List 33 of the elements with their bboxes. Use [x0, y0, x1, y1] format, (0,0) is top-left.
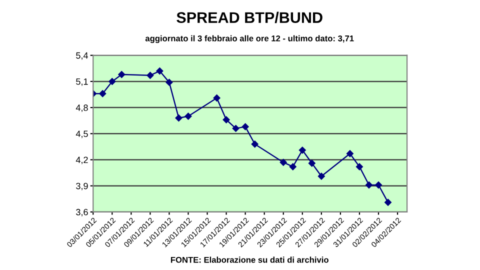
point — [356, 163, 363, 170]
point — [318, 172, 325, 180]
point — [146, 72, 154, 79]
y-tick-label: 4,2 — [76, 156, 88, 164]
chart-subtitle: aggiornato il 3 febbraio alle ore 12 - ultimo dato: 3,71 — [145, 35, 354, 44]
point — [222, 116, 230, 124]
point — [232, 124, 240, 132]
point — [175, 114, 182, 122]
point — [108, 78, 116, 85]
point — [251, 140, 258, 148]
point — [118, 71, 126, 78]
point — [213, 94, 220, 102]
point — [308, 160, 316, 167]
y-tick-label: 4,5 — [76, 130, 88, 138]
point — [99, 90, 106, 98]
point — [384, 198, 392, 206]
y-tick-label: 4,8 — [76, 104, 88, 112]
source-note: FONTE: Elaborazione su dati di archivio — [170, 256, 328, 263]
point — [280, 158, 287, 166]
point — [184, 112, 192, 120]
y-tick-label: 3,6 — [76, 208, 88, 216]
point — [346, 150, 354, 158]
point — [242, 123, 249, 130]
point — [156, 68, 164, 74]
y-tick-label: 5,4 — [76, 52, 88, 60]
y-tick-label: 3,9 — [76, 182, 88, 190]
chart-title: SPREAD BTP/BUND — [176, 12, 322, 24]
point — [298, 146, 306, 154]
point — [375, 182, 382, 188]
point — [366, 182, 372, 188]
point — [289, 163, 296, 170]
point — [166, 78, 173, 86]
y-tick-label: 5,1 — [76, 78, 88, 86]
